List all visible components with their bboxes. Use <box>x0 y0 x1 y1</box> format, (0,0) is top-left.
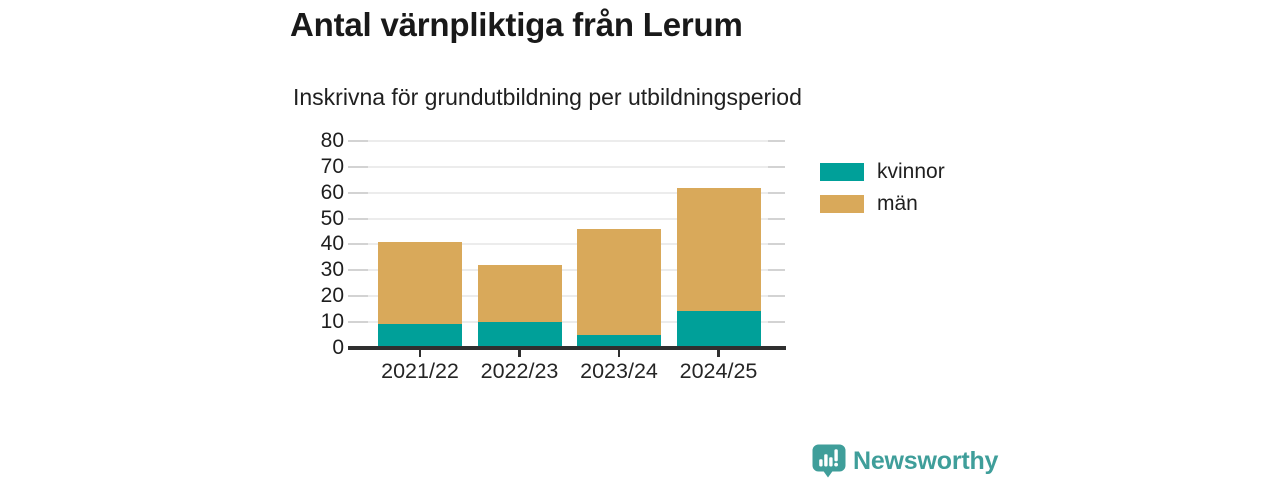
gridline <box>352 269 785 272</box>
bar-segment-man <box>477 264 562 322</box>
gridline <box>352 165 785 168</box>
x-axis-line <box>348 346 786 350</box>
gridline-tick-left <box>348 191 368 194</box>
y-axis-label: 70 <box>320 154 344 178</box>
y-axis-label: 0 <box>332 335 344 359</box>
x-axis-label: 2024/25 <box>679 359 758 383</box>
gridline-tick-right <box>768 269 785 272</box>
gridline <box>352 191 785 194</box>
legend-label-kvinnor: kvinnor <box>877 160 945 183</box>
x-axis-label: 2021/22 <box>381 359 459 383</box>
bar-segment-man <box>378 241 462 325</box>
y-axis-label: 40 <box>320 232 344 256</box>
gridline-tick-right <box>768 320 785 323</box>
gridline <box>352 243 785 246</box>
gridline <box>352 320 785 323</box>
chart-subtitle: Inskrivna för grundutbildning per utbild… <box>293 84 802 110</box>
legend: kvinnor män <box>820 160 945 227</box>
bar-segment-man <box>577 228 661 335</box>
gridline-tick-left <box>348 140 368 143</box>
x-axis-label: 2023/24 <box>580 359 658 383</box>
gridline-tick-left <box>348 269 368 272</box>
x-axis-tick <box>617 349 621 357</box>
gridline-tick-left <box>348 217 368 220</box>
legend-swatch-man <box>820 195 864 213</box>
legend-item-kvinnor: kvinnor <box>820 160 945 183</box>
y-axis-label: 10 <box>320 309 344 333</box>
legend-item-man: män <box>820 192 945 215</box>
gridline <box>352 294 785 297</box>
x-axis-label: 2022/23 <box>480 359 559 383</box>
gridline-tick-right <box>768 243 785 246</box>
gridline-tick-left <box>348 294 368 297</box>
x-axis-tick <box>418 349 422 357</box>
y-axis-label: 30 <box>320 258 344 282</box>
gridline-tick-right <box>768 140 785 143</box>
gridline <box>352 140 785 143</box>
gridline-tick-right <box>768 294 785 297</box>
gridline-tick-left <box>348 320 368 323</box>
bar-segment-kvinnor <box>577 334 661 348</box>
gridline-tick-left <box>348 243 368 246</box>
y-axis-label: 80 <box>320 129 344 153</box>
y-axis-label: 20 <box>320 283 344 307</box>
gridline-tick-right <box>768 165 785 168</box>
legend-label-man: män <box>877 192 918 215</box>
legend-swatch-kvinnor <box>820 163 864 181</box>
newsworthy-bubble-chart-icon <box>812 444 846 478</box>
newsworthy-logo: Newsworthy <box>812 444 998 478</box>
y-axis-label: 60 <box>320 180 344 204</box>
gridline <box>352 217 785 220</box>
bar-segment-kvinnor <box>676 311 761 348</box>
bar-segment-kvinnor <box>477 321 562 348</box>
gridline-tick-right <box>768 191 785 194</box>
gridline-tick-right <box>768 217 785 220</box>
bar-segment-man <box>676 187 761 312</box>
bar-segment-kvinnor <box>378 324 462 348</box>
newsworthy-wordmark: Newsworthy <box>853 446 999 475</box>
gridline-tick-left <box>348 165 368 168</box>
chart-title: Antal värnpliktiga från Lerum <box>290 6 743 43</box>
x-axis-tick <box>717 349 720 357</box>
y-axis-label: 50 <box>320 206 344 230</box>
x-axis-tick <box>518 349 521 357</box>
